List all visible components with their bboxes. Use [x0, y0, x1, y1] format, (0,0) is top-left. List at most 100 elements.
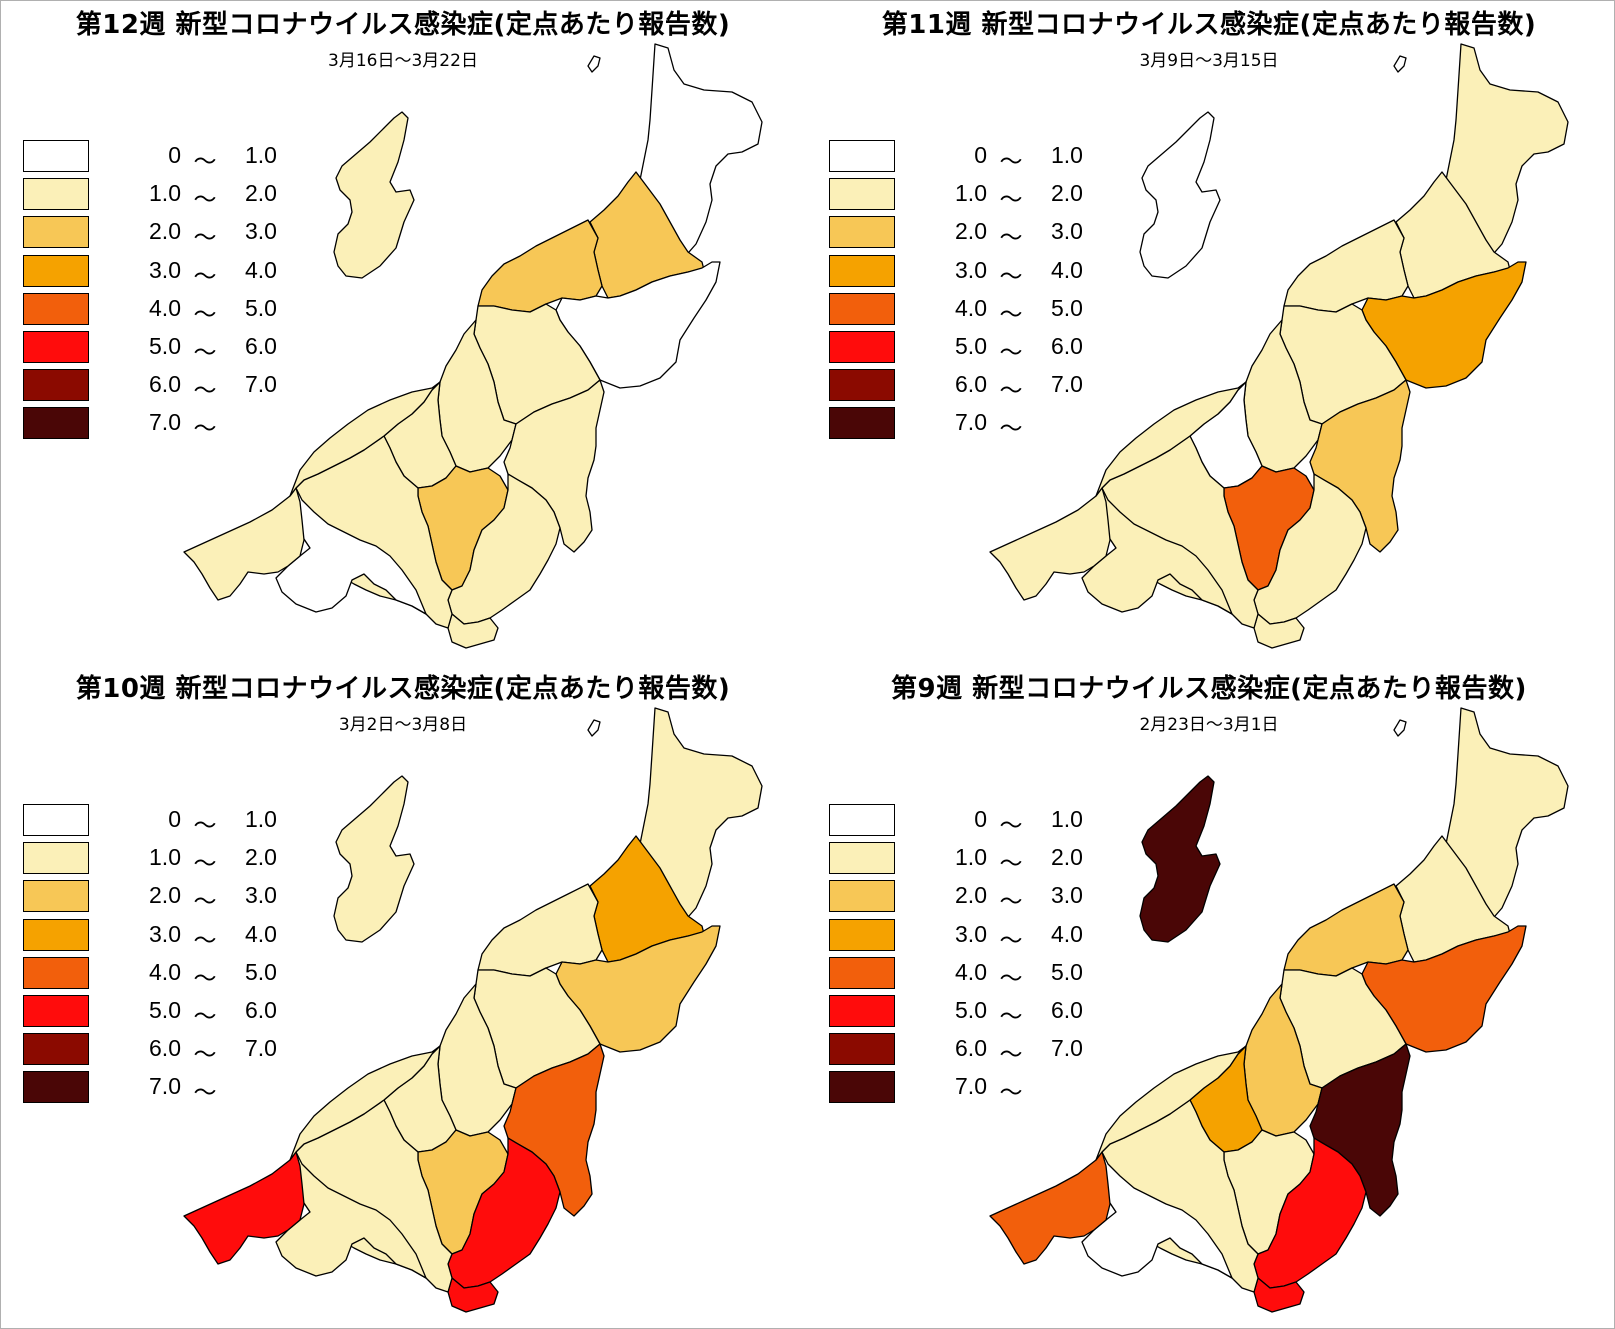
legend-range-separator: 〜: [999, 850, 1023, 877]
map-region-joetsu: [1081, 487, 1233, 615]
legend-swatch: [829, 804, 895, 836]
legend-item: 7.0 〜: [829, 407, 1149, 443]
legend-item: 3.0 〜 4.0: [23, 918, 343, 955]
legend-swatch: [23, 254, 89, 287]
legend-swatch: [829, 880, 895, 913]
map-region-north-coast: [1095, 381, 1247, 497]
legend-upper-bound: 6.0: [1051, 333, 1083, 359]
legend-swatch: [23, 407, 89, 440]
legend-range-separator: 〜: [193, 1003, 217, 1029]
legend-upper-bound: 7.0: [1051, 371, 1083, 398]
map-panel-week10: 第10週 新型コロナウイルス感染症(定点あたり報告数) 3月2日〜3月8日 0 〜…: [0, 664, 806, 1328]
legend-lower-bound: 6.0: [955, 371, 987, 398]
panel-subtitle: 2月23日〜3月1日: [1139, 715, 1279, 735]
map-region-murakami: [1441, 43, 1569, 263]
map-panel-week12: 第12週 新型コロナウイルス感染症(定点あたり報告数) 3月16日〜3月22日 …: [0, 0, 806, 664]
panel-title: 第10週 新型コロナウイルス感染症(定点あたり報告数): [75, 674, 731, 704]
legend-item: 6.0 〜 7.0: [829, 369, 1149, 405]
legend-upper-bound: 1.0: [1051, 142, 1083, 168]
legend-upper-bound: 2.0: [245, 844, 277, 871]
legend-upper-bound: 2.0: [1051, 180, 1083, 207]
niigata-map: [989, 43, 1569, 649]
legend-item: 6.0 〜 7.0: [23, 1033, 343, 1069]
legend-upper-bound: 5.0: [1051, 958, 1083, 985]
map-region-niigata-city: [477, 219, 603, 313]
legend-range-separator: 〜: [999, 415, 1023, 442]
map-region-itoigawa: [989, 1151, 1111, 1265]
legend-lower-bound: 3.0: [955, 256, 987, 283]
legend-range-separator: 〜: [999, 1041, 1023, 1068]
legend-swatch: [829, 842, 895, 875]
legend-item: 4.0 〜 5.0: [829, 956, 1149, 993]
map-panel-week11: 第11週 新型コロナウイルス感染症(定点あたり報告数) 3月9日〜3月15日 0…: [806, 0, 1612, 664]
legend-lower-bound: 1.0: [955, 180, 987, 207]
legend-item: 6.0 〜 7.0: [23, 369, 343, 405]
legend-item: 6.0 〜 7.0: [829, 1033, 1149, 1069]
legend-swatch: [23, 804, 89, 836]
map-region-sado: [1139, 775, 1221, 943]
legend-item: 1.0 〜 2.0: [829, 842, 1149, 878]
legend-item: 7.0 〜: [23, 407, 343, 443]
niigata-map: [989, 707, 1569, 1313]
legend-range-separator: 〜: [193, 926, 217, 953]
legend-range-separator: 〜: [193, 148, 217, 174]
legend-lower-bound: 3.0: [149, 256, 181, 283]
legend-upper-bound: 5.0: [245, 294, 277, 321]
legend-swatch: [829, 1071, 895, 1104]
legend-upper-bound: 4.0: [245, 920, 277, 947]
legend-upper-bound: 1.0: [245, 142, 277, 168]
legend-item: 1.0 〜 2.0: [829, 178, 1149, 214]
legend-range-separator: 〜: [999, 1079, 1023, 1106]
map-region-awashima: [1393, 55, 1407, 73]
legend-lower-bound: 5.0: [149, 333, 181, 359]
legend-lower-bound: 3.0: [955, 920, 987, 947]
legend-upper-bound: 3.0: [245, 218, 277, 245]
map-region-itoigawa: [183, 1151, 305, 1265]
legend-item: 7.0 〜: [829, 1071, 1149, 1107]
legend-range-separator: 〜: [999, 262, 1023, 289]
map-region-north-coast: [1095, 1045, 1247, 1161]
legend-swatch: [23, 369, 89, 402]
legend-upper-bound: 4.0: [1051, 256, 1083, 283]
legend-upper-bound: 7.0: [245, 1035, 277, 1062]
legend-range-separator: 〜: [193, 300, 217, 327]
legend-item: 5.0 〜 6.0: [23, 331, 343, 367]
legend-item: 4.0 〜 5.0: [829, 292, 1149, 329]
legend-lower-bound: 4.0: [955, 958, 987, 985]
legend-lower-bound: 5.0: [149, 997, 181, 1023]
legend-item: 0 〜 1.0: [23, 140, 343, 176]
legend-item: 3.0 〜 4.0: [829, 254, 1149, 291]
map-region-itoigawa: [989, 487, 1111, 601]
legend-range-separator: 〜: [193, 339, 217, 365]
legend-lower-bound: 7.0: [149, 1073, 181, 1100]
legend-item: 0 〜 1.0: [829, 804, 1149, 840]
legend-range-separator: 〜: [193, 964, 217, 991]
map-region-joetsu: [275, 487, 427, 615]
legend-lower-bound: 2.0: [149, 218, 181, 245]
map-region-sado: [333, 111, 415, 279]
map-region-yuzawa: [1253, 1277, 1305, 1313]
legend-lower-bound: 5.0: [955, 997, 987, 1023]
map-region-north-coast: [289, 1045, 441, 1161]
map-region-yuzawa: [447, 613, 499, 649]
legend-lower-bound: 0: [168, 142, 181, 168]
map-region-joetsu: [275, 1151, 427, 1279]
legend-upper-bound: 7.0: [1051, 1035, 1083, 1062]
legend-swatch: [829, 178, 895, 211]
legend-swatch: [23, 956, 89, 989]
map-region-niigata-city: [1283, 883, 1409, 977]
legend-lower-bound: 3.0: [149, 920, 181, 947]
map-region-sado: [333, 775, 415, 943]
map-region-awashima: [1393, 719, 1407, 737]
panel-subtitle: 3月2日〜3月8日: [338, 715, 468, 735]
legend-lower-bound: 6.0: [149, 371, 181, 398]
legend-item: 3.0 〜 4.0: [829, 918, 1149, 955]
legend-upper-bound: 1.0: [1051, 806, 1083, 832]
legend-item: 2.0 〜 3.0: [23, 216, 343, 252]
map-region-awashima: [587, 719, 601, 737]
legend-item: 1.0 〜 2.0: [23, 842, 343, 878]
legend-lower-bound: 1.0: [149, 180, 181, 207]
map-region-north-coast: [289, 381, 441, 497]
legend-upper-bound: 4.0: [1051, 920, 1083, 947]
legend-range-separator: 〜: [999, 812, 1023, 838]
